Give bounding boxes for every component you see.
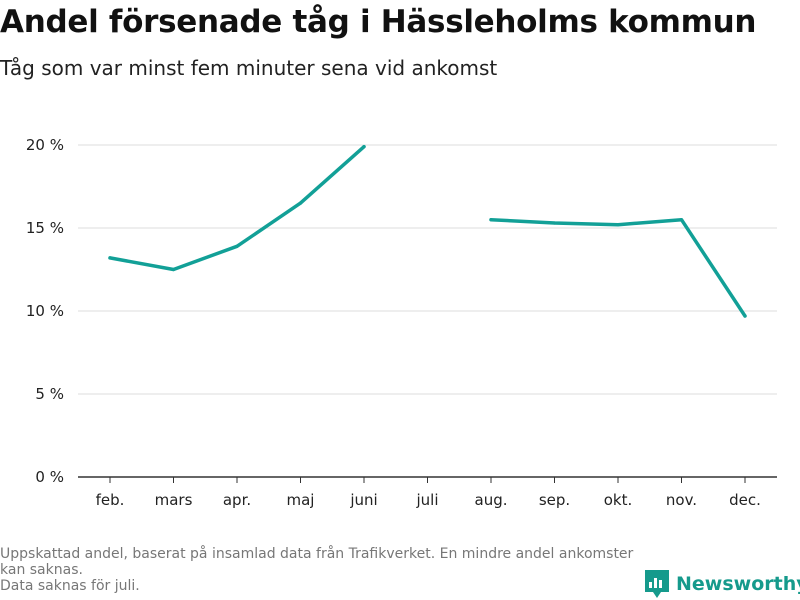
x-tick-label: nov.: [666, 491, 697, 509]
data-point: [235, 244, 239, 248]
series-line-segment: [489, 217, 747, 318]
y-tick-label: 20 %: [26, 136, 64, 154]
data-point: [552, 221, 557, 225]
chart-subtitle: Tåg som var minst fem minuter sena vid a…: [0, 56, 498, 80]
x-tick-label: sep.: [539, 491, 570, 509]
series-line-segment: [108, 144, 366, 272]
x-tick-label: mars: [155, 491, 193, 509]
brand-name: Newsworthy: [676, 573, 800, 595]
x-tick-label: dec.: [729, 491, 761, 509]
x-tick-label: maj: [287, 491, 315, 509]
y-tick-label: 0 %: [35, 468, 64, 486]
data-point: [108, 256, 112, 260]
data-point: [743, 314, 747, 318]
brand-logo: Newsworthy: [645, 570, 800, 598]
newsworthy-logo-icon: [645, 570, 669, 598]
x-tick-label: okt.: [604, 491, 633, 509]
y-tick-label: 5 %: [35, 385, 64, 403]
data-point: [679, 218, 684, 222]
footnote-source: Uppskattad andel, baserat på insamlad da…: [0, 546, 634, 578]
x-tick-label: aug.: [475, 491, 508, 509]
data-point: [489, 218, 493, 222]
x-tick-label: apr.: [223, 491, 251, 509]
data-point: [616, 223, 620, 227]
footnote: Uppskattad andel, baserat på insamlad da…: [0, 546, 640, 594]
chart-title: Andel försenade tåg i Hässleholms kommun: [0, 4, 757, 40]
data-point: [362, 145, 366, 149]
data-point: [298, 201, 303, 205]
y-tick-label: 10 %: [26, 302, 64, 320]
data-point: [171, 267, 176, 272]
x-tick-label: juni: [349, 491, 377, 509]
y-tick-label: 15 %: [26, 219, 64, 237]
x-tick-label: juli: [415, 491, 438, 509]
x-tick-label: feb.: [96, 491, 125, 509]
footnote-missing: Data saknas för juli.: [0, 578, 140, 594]
